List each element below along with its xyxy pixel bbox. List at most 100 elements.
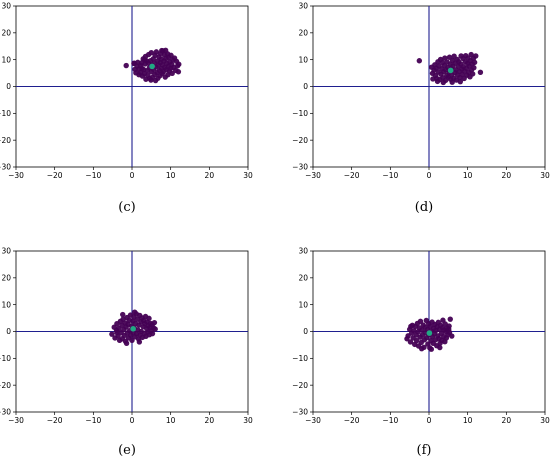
x-tick-label: −20 bbox=[344, 171, 360, 180]
panel-caption: (f) bbox=[417, 443, 432, 458]
scatter-point bbox=[152, 320, 157, 325]
y-tick-label: −20 bbox=[0, 136, 11, 145]
scatter-point bbox=[473, 53, 478, 58]
scatter-point bbox=[472, 60, 477, 65]
x-tick-label: 0 bbox=[130, 416, 135, 425]
scatter-point bbox=[142, 57, 147, 62]
scatter-point bbox=[137, 339, 142, 344]
scatter-point bbox=[150, 331, 155, 336]
scatter-point bbox=[132, 309, 137, 314]
y-tick-label: 30 bbox=[298, 247, 308, 256]
y-tick-label: −10 bbox=[0, 109, 11, 118]
scatter-point bbox=[449, 333, 454, 338]
x-tick-label: −30 bbox=[305, 416, 321, 425]
x-tick-label: −10 bbox=[85, 416, 101, 425]
center-marker bbox=[130, 326, 136, 332]
scatter-point bbox=[478, 70, 483, 75]
y-tick-label: −10 bbox=[0, 354, 11, 363]
x-tick-label: −30 bbox=[8, 171, 24, 180]
scatter-point bbox=[172, 55, 177, 60]
scatter-point bbox=[458, 79, 463, 84]
scatter-point bbox=[146, 316, 151, 321]
x-tick-label: 10 bbox=[463, 171, 473, 180]
y-tick-label: 10 bbox=[298, 300, 308, 309]
y-tick-label: −10 bbox=[292, 354, 308, 363]
scatter-point bbox=[448, 316, 453, 321]
y-tick-label: −30 bbox=[292, 163, 308, 172]
x-tick-label: −20 bbox=[47, 171, 63, 180]
y-tick-label: 10 bbox=[298, 55, 308, 64]
x-tick-label: 0 bbox=[130, 171, 135, 180]
x-tick-label: −20 bbox=[47, 416, 63, 425]
scatter-point bbox=[153, 78, 158, 83]
center-marker bbox=[149, 64, 155, 70]
x-tick-label: −20 bbox=[344, 416, 360, 425]
scatter-point bbox=[139, 66, 144, 71]
center-marker bbox=[448, 68, 454, 74]
scatter-point bbox=[446, 323, 451, 328]
center-marker bbox=[427, 330, 433, 336]
x-tick-label: 20 bbox=[502, 416, 512, 425]
subplot-e: −30 −20 −10 0 10 20 30 −30 −20 −10 0 10 20 30 (e) bbox=[0, 247, 253, 458]
y-tick-label: −10 bbox=[292, 109, 308, 118]
y-tick-label: 30 bbox=[298, 2, 308, 11]
panel-caption: (c) bbox=[118, 200, 135, 215]
x-tick-label: 0 bbox=[427, 416, 432, 425]
x-tick-label: 10 bbox=[166, 171, 176, 180]
y-tick-label: 10 bbox=[1, 300, 11, 309]
x-tick-label: 30 bbox=[540, 416, 550, 425]
y-tick-label: −20 bbox=[0, 381, 11, 390]
x-tick-label: −10 bbox=[382, 416, 398, 425]
x-tick-label: 10 bbox=[463, 416, 473, 425]
x-tick-label: −30 bbox=[305, 171, 321, 180]
x-tick-label: 20 bbox=[502, 171, 512, 180]
x-tick-label: 30 bbox=[243, 416, 253, 425]
panel-caption: (d) bbox=[415, 200, 433, 215]
x-tick-label: 0 bbox=[427, 171, 432, 180]
y-tick-label: 20 bbox=[298, 28, 308, 37]
y-tick-label: 0 bbox=[303, 82, 308, 91]
scatter-point bbox=[419, 346, 424, 351]
y-tick-label: −30 bbox=[292, 408, 308, 417]
scatter-point bbox=[471, 65, 476, 70]
y-tick-label: 10 bbox=[1, 55, 11, 64]
scatter-point bbox=[435, 79, 440, 84]
subplot-d: −30 −20 −10 0 10 20 30 −30 −20 −10 0 10 20 30 (d) bbox=[292, 2, 550, 215]
scatter-point bbox=[450, 80, 455, 85]
y-tick-label: −30 bbox=[0, 408, 11, 417]
scatter-point bbox=[114, 330, 119, 335]
scatter-point bbox=[470, 71, 475, 76]
panel-caption: (e) bbox=[118, 443, 136, 458]
x-tick-label: 30 bbox=[540, 171, 550, 180]
y-tick-label: 0 bbox=[6, 82, 11, 91]
x-tick-label: 20 bbox=[205, 416, 215, 425]
x-tick-label: 30 bbox=[243, 171, 253, 180]
y-tick-label: 30 bbox=[1, 247, 11, 256]
scatter-point bbox=[163, 48, 168, 53]
x-tick-label: 20 bbox=[205, 171, 215, 180]
scatter-point bbox=[417, 58, 422, 63]
scatter-point bbox=[124, 341, 129, 346]
scatter-point bbox=[153, 326, 158, 331]
scatter-point bbox=[124, 63, 129, 68]
scatter-point bbox=[441, 80, 446, 85]
y-tick-label: 20 bbox=[1, 273, 11, 282]
y-tick-label: 0 bbox=[6, 327, 11, 336]
x-tick-label: 10 bbox=[166, 416, 176, 425]
x-tick-label: −10 bbox=[382, 171, 398, 180]
scatter-point bbox=[429, 347, 434, 352]
scatter-point bbox=[408, 324, 413, 329]
subplot-f: −30 −20 −10 0 10 20 30 −30 −20 −10 0 10 20 30 (f) bbox=[292, 247, 550, 458]
x-tick-label: −30 bbox=[8, 416, 24, 425]
y-tick-label: −30 bbox=[0, 163, 11, 172]
y-tick-label: 20 bbox=[298, 273, 308, 282]
y-tick-label: −20 bbox=[292, 136, 308, 145]
y-tick-label: 30 bbox=[1, 2, 11, 11]
x-tick-label: −10 bbox=[85, 171, 101, 180]
scatter-point bbox=[120, 312, 125, 317]
scatter-point bbox=[148, 77, 153, 82]
scatter-point bbox=[404, 336, 409, 341]
y-tick-label: 20 bbox=[1, 28, 11, 37]
scatter-point bbox=[176, 69, 181, 74]
